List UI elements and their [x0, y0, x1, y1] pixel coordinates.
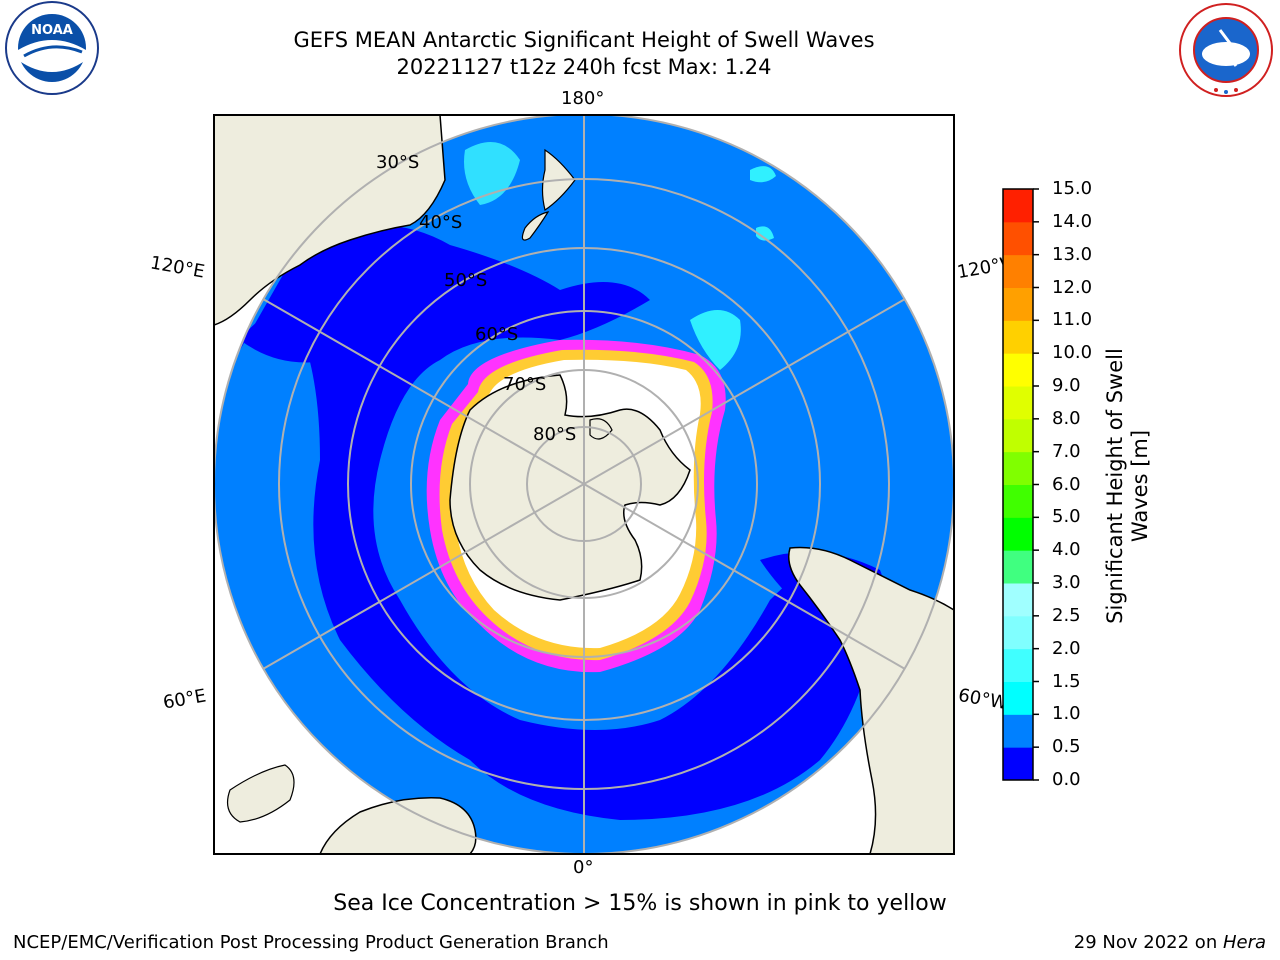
lon-label-bottom: 0°: [573, 857, 594, 878]
chart-title: GEFS MEAN Antarctic Significant Height o…: [293, 28, 875, 52]
madagascar-land: [227, 764, 295, 823]
colorbar-tick-label: 10.0: [1052, 342, 1093, 364]
colorbar-block: [1003, 254, 1033, 288]
map-frame: [213, 114, 955, 855]
nws-logo: [1179, 3, 1273, 97]
footer-date: 29 Nov 2022 on Hera: [1074, 932, 1266, 953]
colorbar-block: [1003, 681, 1033, 715]
lat-label-70s: 70°S: [503, 374, 547, 395]
noaa-logo: NOAA: [5, 1, 99, 95]
colorbar-label: Significant Height of Swell Waves [m]: [1103, 348, 1152, 624]
colorbar-block: [1003, 189, 1033, 223]
colorbar-block: [1003, 418, 1033, 453]
colorbar-block: [1003, 747, 1033, 781]
lat-label-40s: 40°S: [419, 212, 463, 233]
colorbar-tick-label: 11.0: [1052, 309, 1093, 331]
colorbar-tick-label: 3.0: [1052, 572, 1081, 593]
lat-label-80s: 80°S: [533, 424, 577, 445]
colorbar-block: [1003, 550, 1033, 584]
colorbar-block: [1003, 583, 1033, 617]
lat-label-60s: 60°S: [475, 324, 519, 345]
colorbar-tick-label: 1.0: [1052, 703, 1081, 725]
lat-label-50s: 50°S: [444, 270, 488, 291]
colorbar-tick-label: 7.0: [1052, 440, 1081, 462]
colorbar-block: [1003, 451, 1033, 485]
colorbar-block: [1003, 517, 1033, 551]
colorbar-block: [1003, 287, 1033, 321]
lat-label-30s: 30°S: [376, 152, 420, 173]
chart-subtitle: 20221127 t12z 240h fcst Max: 1.24: [396, 55, 772, 79]
australia-land: [214, 115, 446, 326]
colorbar-tick-label: 4.0: [1052, 539, 1081, 561]
new-zealand-south: [521, 211, 550, 241]
colorbar-block: [1003, 320, 1033, 354]
lon-label-top: 180°: [561, 88, 605, 109]
svg-text:NOAA: NOAA: [31, 23, 73, 38]
colorbar-tick-label: 14.0: [1052, 210, 1093, 232]
antarctica-land: [449, 374, 691, 601]
footer-host: Hera: [1222, 932, 1266, 953]
footer-producer: NCEP/EMC/Verification Post Processing Pr…: [13, 932, 609, 953]
colorbar-tick-label: 5.0: [1052, 506, 1081, 528]
colorbar-tick-label: 9.0: [1052, 375, 1081, 396]
south-america-land: [788, 546, 954, 854]
colorbar-block: [1003, 615, 1033, 650]
colorbar-tick-label: 2.5: [1052, 604, 1081, 626]
colorbar-tick-label: 8.0: [1052, 407, 1081, 429]
colorbar-tick-label: 0.5: [1052, 736, 1081, 758]
colorbar-block: [1003, 484, 1033, 518]
colorbar-block: [1003, 386, 1033, 420]
colorbar-tick-label: 12.0: [1052, 276, 1093, 298]
colorbar-tick-label: 15.0: [1052, 178, 1093, 199]
colorbar-tick-label: 2.0: [1052, 637, 1081, 659]
colorbar-block: [1003, 714, 1033, 748]
africa-land: [319, 797, 477, 854]
sea-ice-caption: Sea Ice Concentration > 15% is shown in …: [333, 891, 947, 916]
colorbar-tick-label: 6.0: [1052, 473, 1081, 495]
colorbar-block: [1003, 648, 1033, 682]
colorbar-block: [1003, 353, 1033, 387]
colorbar-tick-label: 13.0: [1052, 243, 1093, 265]
colorbar-tick-label: 0.0: [1052, 769, 1081, 790]
footer-date-text: 29 Nov 2022 on: [1073, 932, 1223, 953]
graticule: [214, 115, 954, 854]
colorbar-tick-label: 1.5: [1052, 670, 1081, 692]
colorbar-block: [1003, 221, 1033, 256]
